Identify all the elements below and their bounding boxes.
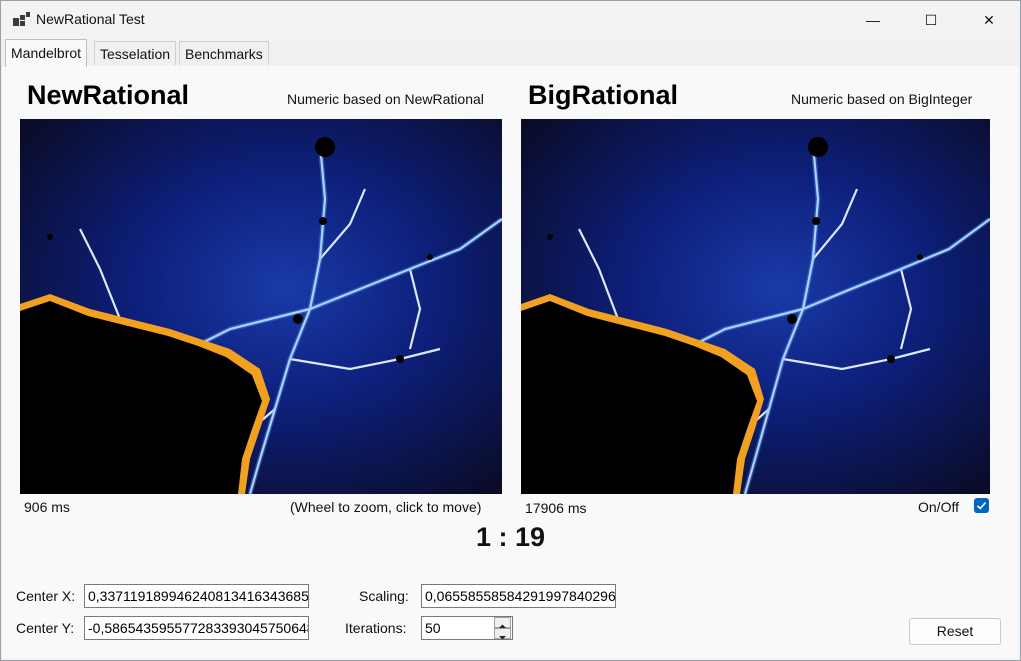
zoom-hint: (Wheel to zoom, click to move) — [290, 499, 482, 515]
tab-mandelbrot[interactable]: Mandelbrot — [5, 39, 88, 67]
center-y-input[interactable]: -0,586543595577283393045750648 — [84, 616, 309, 640]
iterations-up-button[interactable] — [494, 617, 511, 628]
tab-tesselation[interactable]: Tesselation — [94, 41, 177, 65]
center-x-label: Center X: — [16, 588, 76, 604]
app-icon — [13, 12, 30, 26]
on-off-label: On/Off — [918, 499, 959, 515]
tab-benchmarks[interactable]: Benchmarks — [179, 41, 269, 65]
reset-button[interactable]: Reset — [909, 618, 1001, 645]
scaling-input[interactable]: 0,065585585842919978402969 — [421, 584, 616, 608]
on-off-checkbox[interactable] — [974, 498, 989, 513]
iterations-down-button[interactable] — [494, 628, 511, 640]
newrational-time: 906 ms — [24, 499, 70, 515]
right-title: BigRational — [528, 80, 679, 110]
arrow-down-icon — [499, 636, 506, 640]
mandelbrot-page: NewRational Numeric based on NewRational — [2, 66, 1019, 659]
bigrational-time: 17906 ms — [525, 500, 587, 516]
window-title: NewRational Test — [36, 11, 145, 27]
title-bar[interactable]: NewRational Test — ☐ ✕ — [1, 1, 1020, 39]
checkmark-icon — [976, 501, 987, 510]
left-subtitle: Numeric based on NewRational — [287, 91, 484, 107]
minimize-button[interactable]: — — [844, 1, 902, 39]
newrational-fractal-canvas[interactable] — [20, 119, 502, 494]
speed-ratio: 1 : 19 — [475, 522, 546, 552]
center-y-label: Center Y: — [16, 620, 75, 636]
close-button[interactable]: ✕ — [960, 1, 1018, 39]
center-x-input[interactable]: 0,3371191899462408134163436856 — [84, 584, 309, 608]
scaling-label: Scaling: — [359, 588, 409, 604]
maximize-icon: ☐ — [924, 11, 938, 28]
right-subtitle: Numeric based on BigInteger — [791, 91, 973, 107]
minimize-icon: — — [866, 12, 880, 28]
iterations-label: Iterations: — [345, 620, 407, 636]
maximize-button[interactable]: ☐ — [902, 1, 960, 39]
fractal-image — [20, 119, 502, 494]
close-icon: ✕ — [983, 11, 995, 28]
arrow-up-icon — [499, 624, 506, 628]
left-title: NewRational — [27, 80, 190, 110]
tab-strip: Mandelbrot Tesselation Benchmarks — [1, 39, 1020, 67]
fractal-image — [521, 119, 990, 494]
bigrational-fractal-canvas[interactable] — [521, 119, 990, 494]
